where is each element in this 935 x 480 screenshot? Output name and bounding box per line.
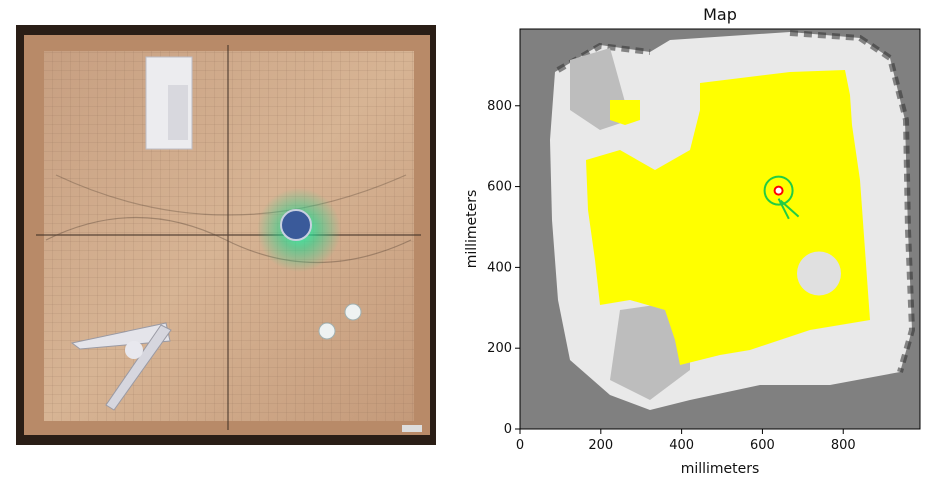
y-tick-label: 400	[487, 260, 512, 275]
y-axis: 0 200 400 600 800	[487, 99, 520, 437]
x-tick-label: 800	[831, 438, 856, 453]
map-overlay	[763, 175, 800, 220]
y-tick-label: 0	[504, 422, 512, 437]
y-tick-label: 600	[487, 180, 512, 195]
arena-photo	[16, 25, 436, 445]
x-axis: 0 200 400 600 800	[516, 429, 856, 453]
x-tick-label: 600	[750, 438, 775, 453]
occupancy-map-chart: Map 0 200 400 600 800 0 200 400 600 800 millimet…	[464, 5, 921, 477]
robot-position-marker	[773, 185, 784, 196]
y-tick-label: 200	[487, 341, 512, 356]
x-tick-label: 200	[588, 438, 613, 453]
x-tick-label: 400	[669, 438, 694, 453]
plot-area	[519, 28, 921, 430]
plot-frame	[519, 28, 921, 430]
free-space-patch	[610, 100, 640, 125]
x-axis-label: millimeters	[681, 461, 760, 477]
robot-heading	[777, 198, 790, 220]
free-space	[586, 70, 870, 365]
chart-title: Map	[703, 5, 737, 24]
robot-heading	[779, 199, 800, 218]
obstacle-blob	[796, 251, 841, 296]
robot-outline	[763, 175, 794, 206]
x-tick-label: 0	[516, 438, 524, 453]
y-axis-label: millimeters	[464, 190, 480, 269]
y-tick-label: 800	[487, 99, 512, 114]
